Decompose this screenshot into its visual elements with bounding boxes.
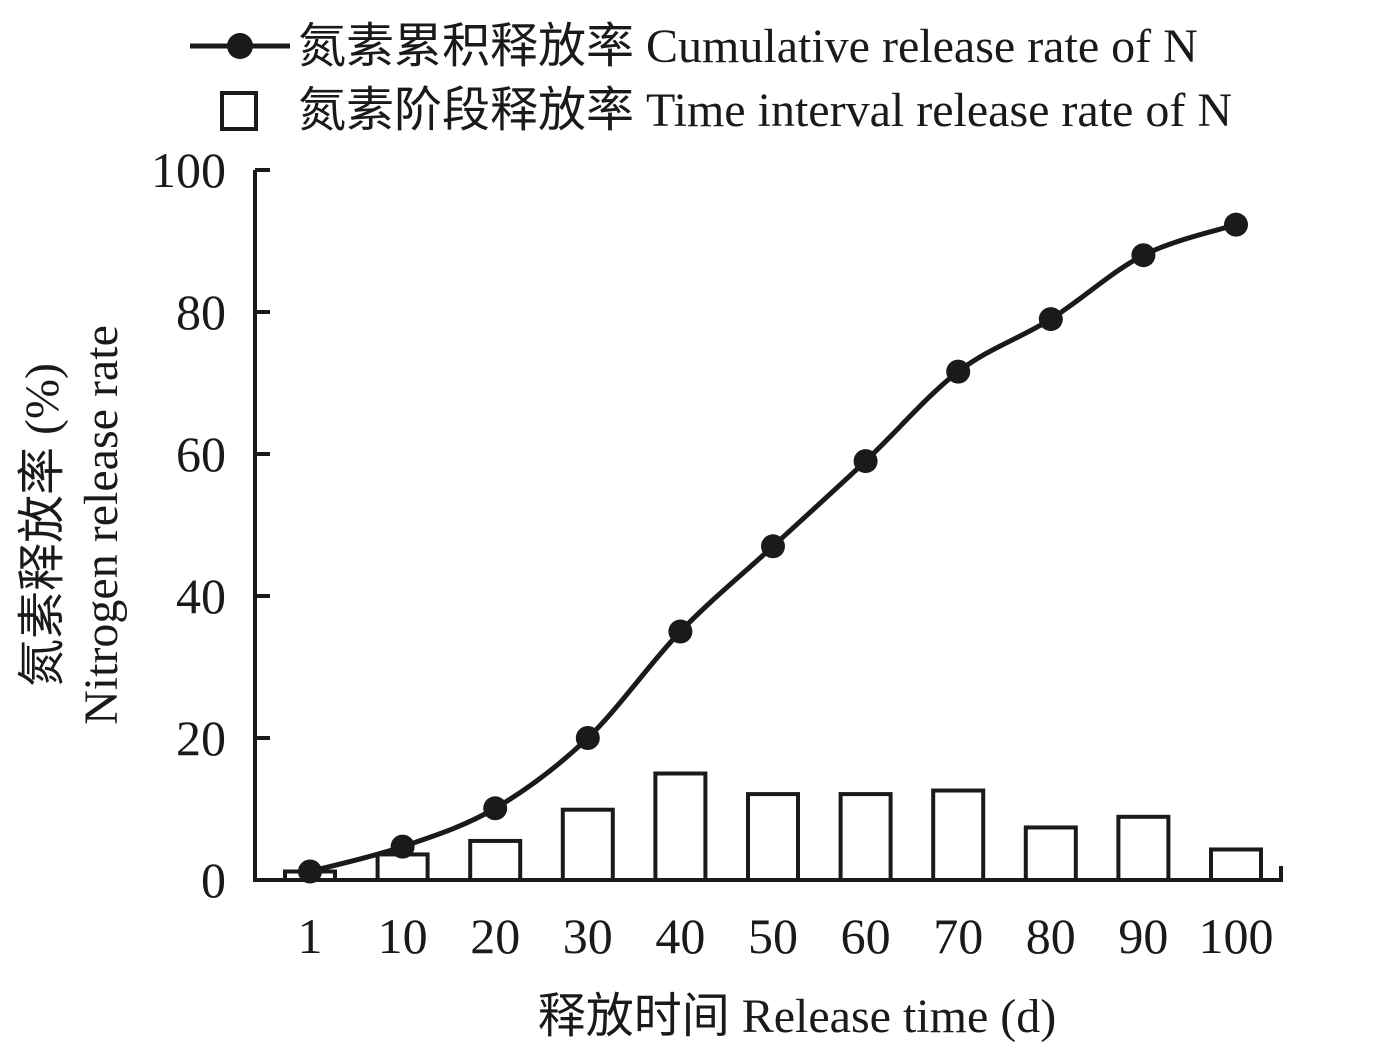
interval-bar [468,838,523,883]
legend-bar-marker [220,91,258,131]
x-tick-label: 1 [298,908,323,964]
legend-label-interval: 氮素阶段释放率 Time interval release rate of N [298,84,1232,137]
x-tick-label: 60 [841,908,891,964]
cumulative-point [761,534,785,559]
x-tick-label: 100 [1199,908,1274,964]
axes: 0 20 40 60 80 100 1 10 20 30 40 50 60 70 80 90 100 [151,142,1283,964]
cumulative-point [1038,307,1063,332]
interval-bar [746,792,800,883]
interval-bar [1023,825,1078,883]
cumulative-point [483,796,508,821]
y-tick-label: 0 [201,852,226,908]
cumulative-point [1224,212,1248,237]
cumulative-point [390,834,415,859]
interval-bar [1209,847,1263,882]
x-tick-label: 20 [470,908,520,964]
cumulative-points [298,212,1248,884]
cumulative-point [298,859,322,884]
interval-bar [560,807,615,883]
legend: 氮素累积释放率 Cumulative release rate of N 氮素阶… [190,20,1232,137]
interval-bar [375,852,430,883]
x-tick-label: 90 [1118,908,1168,964]
y-axis-title-line1: 氮素释放率 (%) [16,363,69,687]
interval-bar [653,771,708,882]
bar-series [283,771,1263,883]
interval-bar [931,788,986,882]
y-tick-label: 100 [151,142,226,198]
x-tick-label: 40 [655,908,705,964]
y-tick-label: 20 [176,710,226,766]
x-tick-label: 30 [563,908,613,964]
x-axis-title: 释放时间 Release time (d) [538,990,1057,1043]
y-tick-label: 40 [176,568,226,624]
x-tick-label: 10 [378,908,428,964]
x-tick-label: 80 [1026,908,1076,964]
x-ticks: 1 10 20 30 40 50 60 70 80 90 100 [298,908,1274,964]
y-tick-label: 60 [176,426,226,482]
interval-bar [838,792,893,883]
legend-dot-marker [227,33,253,59]
cumulative-point [575,726,600,750]
x-tick-label: 70 [933,908,983,964]
x-tick-label: 50 [748,908,798,964]
cumulative-point [1131,243,1156,268]
y-axis-title-line2: Nitrogen release rate [75,325,128,725]
cumulative-point [946,359,971,384]
interval-bar [1116,814,1171,882]
y-tick-label: 80 [176,284,226,340]
y-ticks: 0 20 40 60 80 100 [151,142,270,908]
cumulative-point [668,619,693,644]
legend-label-cumulative: 氮素累积释放率 Cumulative release rate of N [298,20,1198,73]
cumulative-point [853,449,878,474]
